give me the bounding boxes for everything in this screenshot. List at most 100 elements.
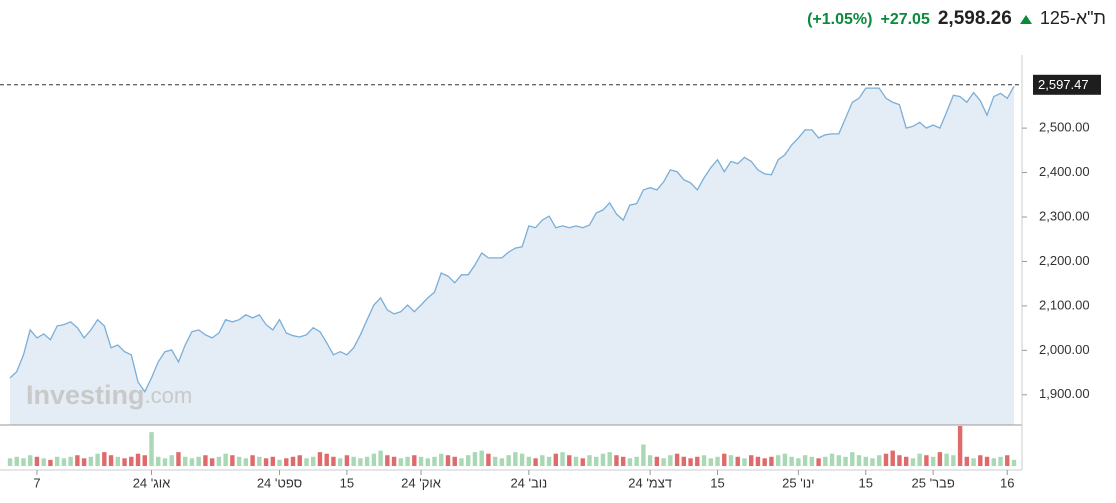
volume-bar [789,456,794,466]
volume-bar [742,458,747,466]
volume-bar [418,456,424,466]
volume-bar [620,456,626,466]
x-tick-label: נוב' 24 [510,475,547,490]
volume-bar [142,455,147,466]
x-tick-label: 16 [1000,475,1014,490]
volume-bar [614,455,619,466]
change-pct: (+1.05%) [807,11,873,28]
volume-bar [297,455,302,466]
volume-bar [122,458,127,466]
plot: 1,900.00 2,000.00 2,100.00 2,200.00 2,300.00… [0,55,1101,490]
volume-bar [7,458,13,466]
volume-bar [405,456,410,466]
y-tick-label: 2,500.00 [1039,120,1090,135]
volume-bar [688,458,693,466]
volume-bar [54,456,60,466]
volume-bar [526,456,532,466]
volume-bar [156,456,161,466]
volume-bar [48,459,53,466]
volume-bar [708,458,713,466]
volume-bar [41,458,46,466]
volume-bar [546,456,552,466]
x-tick-label: אוג' 24 [133,475,171,490]
last-price-box [1033,74,1101,95]
x-tick-label: 15 [340,475,354,490]
volume-bar [230,455,235,466]
x-tick-label: ספט' 24 [257,475,302,490]
volume-bar [978,455,983,466]
volume-bar [600,453,606,466]
volume-bar [290,456,296,466]
volume-bar [61,458,67,466]
volume-bar [344,455,350,466]
volume-bar [162,458,168,466]
volume-bar [425,458,430,466]
volume-bar [412,455,417,466]
y-tick-label: 2,400.00 [1039,164,1090,179]
volume-bar [257,456,262,466]
volume-bar [129,456,134,466]
volume-bar [924,455,929,466]
volume-bar [796,458,801,466]
volume-bar [14,456,19,466]
volume-bar [169,455,174,466]
volume-bar [823,456,828,466]
volume-bar [203,455,208,466]
price-area [10,86,1014,426]
volume-bar [843,456,848,466]
volume-bar [991,458,996,466]
volume-bar [28,455,33,466]
price: 2,598.26 [937,8,1012,29]
volume-bar [324,453,329,466]
volume-bar [284,458,289,466]
volume-bar [951,455,956,466]
volume-bar [277,459,282,466]
volume-bar [519,453,525,466]
volume-bar [506,455,511,466]
change: +27.05 [880,11,930,28]
volume-bar [364,456,370,466]
y-tick-label: 2,200.00 [1039,253,1090,268]
volume-bar [647,455,653,466]
volume-bar [998,456,1003,466]
volume-bar [802,455,808,466]
x-tick-label: אוק' 24 [401,475,441,490]
volume-bar [937,452,943,466]
volume-bar [749,455,754,466]
volume-bar [903,456,909,466]
volume-bar [378,450,383,466]
volume-bar [75,455,80,466]
up-arrow [1019,14,1032,24]
volume-bar [567,455,572,466]
volume-bar [88,456,94,466]
volume-bar [95,453,100,466]
volume-bar [674,453,680,466]
volume-bar [553,453,558,466]
volume-bar [870,458,875,466]
volume-bar [755,456,761,466]
volume-bar [466,455,471,466]
volume-bar [391,456,397,466]
volume-bar [1011,459,1017,466]
volume-bar [317,452,323,466]
volume-bar [209,458,215,466]
volume-bar [182,456,188,466]
volume-bar [957,426,963,466]
volume-bar [540,455,545,466]
volume-bar [196,456,201,466]
y-tick-label: 1,900.00 [1039,386,1090,401]
volume-bar [331,456,336,466]
volume-bar [897,455,902,466]
volume-bar [661,458,666,466]
volume-bar [432,456,437,466]
volume-bar [917,453,922,466]
volume-bar [472,452,478,466]
volume-bar [634,456,639,466]
x-tick-label: 15 [859,475,873,490]
volume-bar [668,455,673,466]
volume-bar [358,458,363,466]
volume-bar [883,453,889,466]
volume-bar [573,456,579,466]
volume-bar [594,456,599,466]
